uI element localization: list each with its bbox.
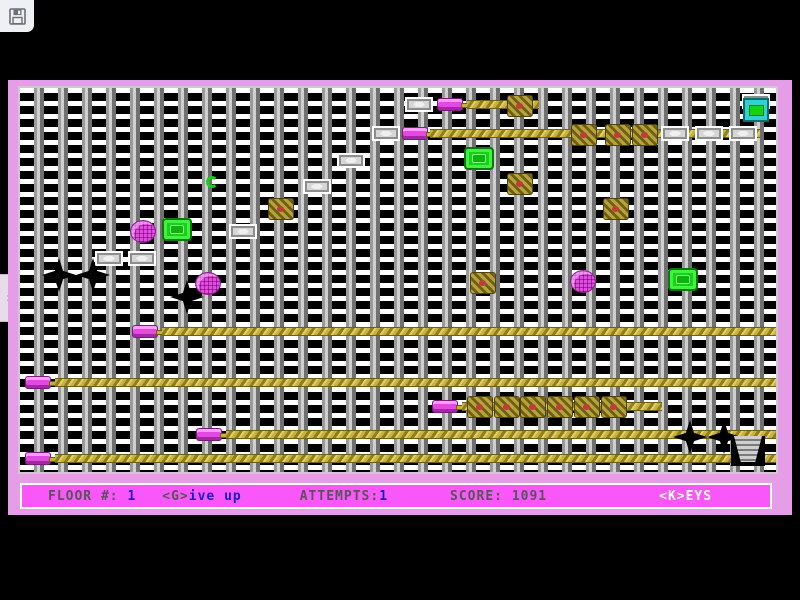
rope-gun xyxy=(196,428,228,441)
rope-knot xyxy=(268,198,294,220)
rope-gun xyxy=(132,325,164,338)
rope-segment xyxy=(226,430,776,439)
score-label: SCORE: xyxy=(450,488,503,504)
gray-block xyxy=(405,97,433,112)
magenta-ball[interactable] xyxy=(130,220,156,243)
floor-value: 1 xyxy=(127,488,137,504)
wall-pillars xyxy=(20,88,776,472)
green-curl xyxy=(206,176,218,188)
floppy-disk-icon xyxy=(8,7,26,25)
status-bar: FLOOR #: 1 <G> ive up ATTEMPTS: 1 SCORE:… xyxy=(20,483,772,509)
black-hole xyxy=(42,258,76,292)
score-value: 1091 xyxy=(511,488,548,504)
gray-block xyxy=(303,179,331,194)
black-hole xyxy=(673,420,707,454)
green-gem[interactable] xyxy=(464,147,494,170)
giveup-key[interactable]: <G> xyxy=(162,488,189,504)
giveup-label[interactable]: ive up xyxy=(188,488,242,504)
rope-knot xyxy=(507,95,533,117)
attempts-label: ATTEMPTS: xyxy=(299,488,380,504)
attempts-value: 1 xyxy=(379,488,389,504)
magenta-ball[interactable] xyxy=(570,270,596,293)
rope-knot xyxy=(470,272,496,294)
rope-gun xyxy=(402,127,434,140)
gray-block xyxy=(337,153,365,168)
gray-block xyxy=(661,126,689,141)
gray-block xyxy=(229,224,257,239)
rope-knot xyxy=(571,124,597,146)
rope-gun xyxy=(437,98,469,111)
gray-block xyxy=(95,251,123,266)
rope-segment xyxy=(55,454,776,463)
gray-block xyxy=(729,126,757,141)
gray-block xyxy=(372,126,400,141)
floor-label: FLOOR #: xyxy=(48,488,119,504)
save-button[interactable] xyxy=(0,0,34,32)
rope-knot xyxy=(520,396,546,418)
cyan-gem-box[interactable] xyxy=(743,98,769,122)
rope-knot xyxy=(467,396,493,418)
gray-block xyxy=(695,126,723,141)
gray-block xyxy=(128,251,156,266)
rope-gun xyxy=(432,400,464,413)
rope-knot xyxy=(601,396,627,418)
rope-knot xyxy=(605,124,631,146)
rope-knot xyxy=(603,198,629,220)
rope-gun xyxy=(25,376,57,389)
green-gem[interactable] xyxy=(668,268,698,291)
rope-knot xyxy=(494,396,520,418)
rope-knot xyxy=(507,173,533,195)
game-playfield[interactable] xyxy=(20,88,776,472)
magenta-ball[interactable] xyxy=(195,272,221,295)
rope-segment xyxy=(467,100,539,109)
rope-knot xyxy=(632,124,658,146)
rope-gun xyxy=(25,452,57,465)
green-gem[interactable] xyxy=(162,218,192,241)
rope-knot xyxy=(574,396,600,418)
rope-knot xyxy=(547,396,573,418)
rope-segment xyxy=(162,327,776,336)
keys-label[interactable]: <K>EYS xyxy=(659,488,713,504)
goal-basket[interactable] xyxy=(731,436,765,466)
rope-segment xyxy=(55,378,776,387)
